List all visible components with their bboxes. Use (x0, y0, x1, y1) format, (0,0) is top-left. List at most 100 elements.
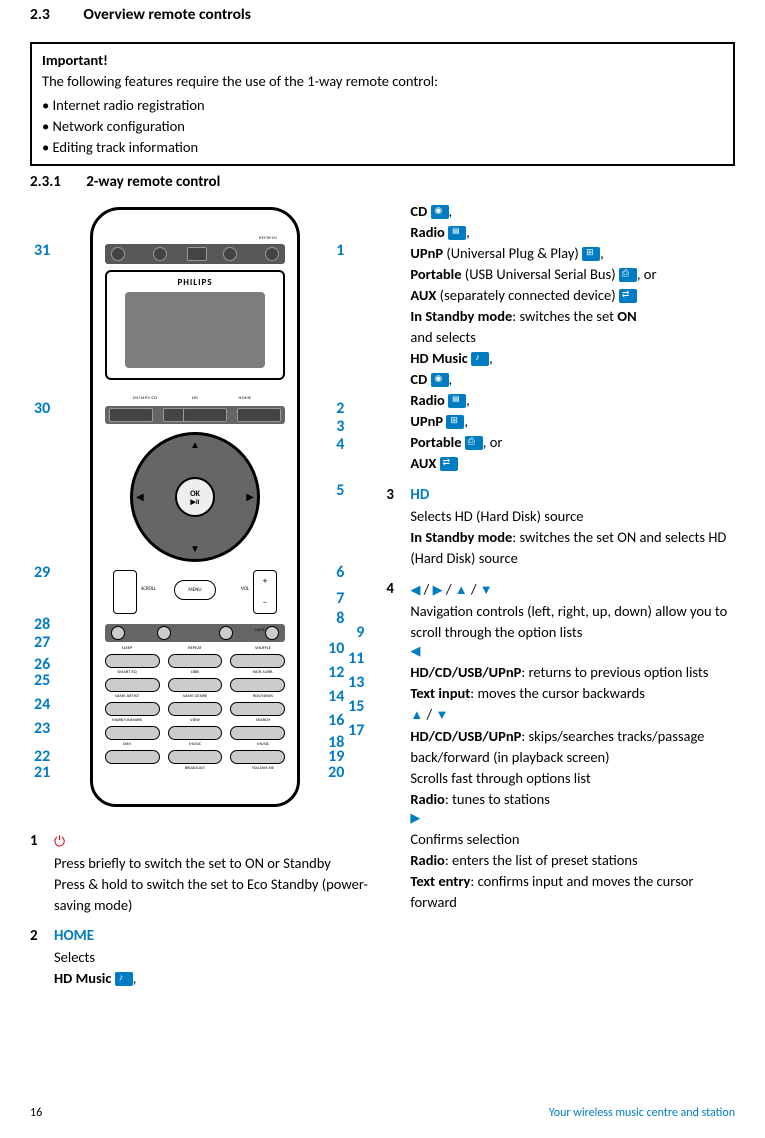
refresh-label: REFRESH (259, 236, 277, 242)
row-labels: SLEEPREPEATSHUFFLE (93, 646, 297, 653)
pill-button[interactable] (105, 750, 160, 764)
callout-8: 8 (336, 607, 344, 630)
right-arrow-icon: ▶ (410, 810, 735, 829)
heading-num: 2.3 (30, 4, 50, 26)
remote-diagram: REFRESH PHILIPS CD/MP3-CDHDHOME (30, 201, 368, 821)
portable-line2: Portable , or (410, 432, 735, 453)
pill-button[interactable] (230, 654, 285, 668)
source-button[interactable] (237, 408, 281, 422)
power-icon: ⏻ (54, 833, 65, 850)
callout-13: 13 (348, 671, 364, 694)
row-labels: SAME ARTISTSAME GENRERDS/NEWS (93, 694, 297, 701)
right-column: CD , Radio , UPnP (Universal Plug & Play… (386, 201, 735, 989)
important-bullet: Editing track information (42, 137, 725, 158)
item1-line1: Press briefly to switch the set to ON or… (54, 853, 368, 874)
important-bullet: Internet radio registration (42, 95, 725, 116)
radio-line2: Radio , (410, 390, 735, 411)
pill-button[interactable] (230, 750, 285, 764)
left-column: REFRESH PHILIPS CD/MP3-CDHDHOME (30, 201, 368, 989)
menu-button[interactable]: MENU (174, 580, 216, 600)
hdmusic-line: HD Music , (54, 968, 368, 989)
aux-line: AUX (separately connected device) (410, 285, 735, 306)
source-strip (105, 406, 285, 424)
pill-button[interactable] (168, 726, 223, 740)
top-button[interactable] (153, 247, 167, 261)
callout-10: 10 (328, 637, 344, 660)
subsection-heading: 2.3.1 2-way remote control (30, 172, 735, 194)
pill-button[interactable] (105, 726, 160, 740)
item1-line2: Press & hold to switch the set to Eco St… (54, 874, 368, 916)
callout-17: 17 (348, 719, 364, 742)
desc-item-2: 2 HOME Selects HD Music , (30, 926, 368, 990)
down-arrow-icon: ▼ (435, 708, 448, 723)
remote-body: REFRESH PHILIPS CD/MP3-CDHDHOME (90, 207, 300, 807)
callout-5: 5 (336, 479, 344, 502)
callout-12: 12 (328, 661, 344, 684)
source-button[interactable] (109, 408, 153, 422)
up-arrow-icon: ▲ (410, 708, 423, 723)
button-row (105, 702, 285, 716)
mute-button[interactable] (265, 626, 279, 640)
round-button[interactable] (157, 626, 171, 640)
textentry-line: Text entry: confirms input and moves the… (410, 871, 735, 913)
top-button[interactable] (265, 247, 279, 261)
upnp-icon (582, 247, 600, 261)
usb-icon (619, 268, 637, 282)
up-arrow-icon[interactable]: ▲ (190, 438, 200, 453)
ok-button[interactable]: OK ▶II (175, 477, 215, 517)
top-button-strip (105, 244, 285, 264)
callout-23: 23 (34, 717, 50, 740)
pill-button[interactable] (168, 654, 223, 668)
top-button[interactable] (187, 247, 207, 261)
mute-label: MUTE (255, 628, 265, 634)
callout-28: 28 (34, 613, 50, 636)
right-arrow-icon[interactable]: ▶ (246, 490, 254, 505)
volume-control[interactable]: +− (253, 570, 277, 614)
callout-20: 20 (328, 761, 344, 784)
music-icon (115, 972, 133, 986)
dpad: ▲ ▼ ◀ ▶ OK ▶II (130, 432, 260, 562)
left-arrow-icon[interactable]: ◀ (136, 490, 144, 505)
pill-button[interactable] (105, 654, 160, 668)
callout-15: 15 (348, 695, 364, 718)
button-row (105, 678, 285, 692)
pill-button[interactable] (230, 726, 285, 740)
scroll-label: SCROLL (141, 586, 156, 593)
important-bullet: Network configuration (42, 116, 725, 137)
pill-button[interactable] (168, 702, 223, 716)
pill-button[interactable] (168, 750, 223, 764)
callout-24: 24 (34, 693, 50, 716)
round-button[interactable] (111, 626, 125, 640)
source-button[interactable] (183, 408, 227, 422)
callout-4: 4 (336, 433, 344, 456)
brand-label: PHILIPS (107, 276, 283, 289)
hd-heading: HD (410, 485, 735, 507)
nav-desc: Navigation controls (left, right, up, do… (410, 601, 735, 643)
pill-button[interactable] (230, 678, 285, 692)
round-button[interactable] (219, 626, 233, 640)
important-title: Important! (42, 50, 725, 71)
pill-button[interactable] (168, 678, 223, 692)
aux-line2: AUX (410, 453, 735, 474)
top-button[interactable] (223, 247, 237, 261)
button-row (105, 750, 285, 764)
down-arrow-icon[interactable]: ▼ (190, 542, 200, 557)
heading-title: Overview remote controls (83, 5, 251, 24)
aux-icon (440, 457, 458, 471)
pill-button[interactable] (105, 678, 160, 692)
button-row (105, 726, 285, 740)
standby-line: In Standby mode: switches the set ON (410, 306, 735, 327)
remote-screen: PHILIPS (105, 270, 285, 380)
item3-l2: In Standby mode: switches the set ON and… (410, 527, 735, 569)
ti-line: Text input: moves the cursor backwards (410, 683, 735, 704)
scroll-control[interactable] (113, 570, 137, 614)
radio-tune-line: Radio: tunes to stations (410, 789, 735, 810)
callout-31: 31 (34, 239, 50, 262)
portable-line: Portable (USB Universal Serial Bus) , or (410, 264, 735, 285)
hd2-line: HD/CD/USB/UPnP: skips/searches tracks/pa… (410, 726, 735, 768)
cd-line: CD , (410, 201, 735, 222)
pill-button[interactable] (105, 702, 160, 716)
pill-button[interactable] (230, 702, 285, 716)
callout-29: 29 (34, 561, 50, 584)
power-button[interactable] (111, 247, 125, 261)
